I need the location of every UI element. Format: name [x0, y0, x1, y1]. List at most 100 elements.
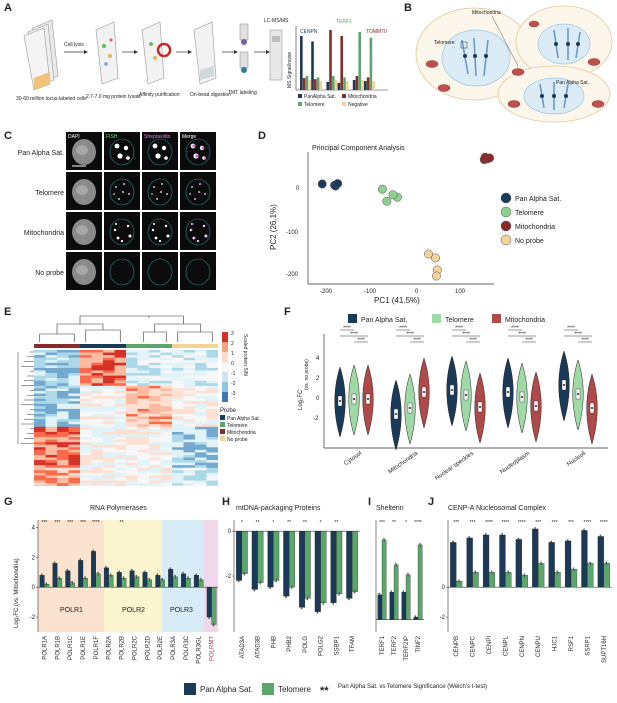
h-bar	[273, 531, 280, 581]
probe-group-bar	[126, 344, 172, 348]
g-category-label: POLR2B	[120, 636, 126, 660]
probe-legend-pan: Pan Alpha Sat.	[227, 416, 260, 422]
ms-bar	[364, 81, 367, 90]
panel-h-letter: H	[222, 496, 230, 508]
f-legend-telo: Telomere	[445, 317, 474, 324]
micro-cell	[142, 132, 178, 170]
panel-h-bar-chart: mtDNA-packaging Proteins 0-2*ATAD3A**ATA…	[226, 505, 360, 658]
h-bar	[288, 531, 295, 588]
bottom-legend: Pan Alpha Sat. Telomere ** Pan Alpha Sat…	[184, 683, 487, 697]
j-bar	[450, 542, 457, 588]
probe-legend-mito: Mitochondria	[227, 430, 256, 436]
scale-tick-0: 3	[231, 331, 234, 337]
panel-i-bar-chart: Shelterin *** TERF1 ** TERF2 * TERF2IP **** TIN…	[375, 505, 424, 661]
ms-bar	[343, 77, 346, 90]
f-sig: ****	[574, 332, 582, 338]
ms-bar	[329, 30, 332, 90]
ms-instrument-icon	[269, 29, 283, 81]
f-ylabel-sub: (vs. no probe)	[304, 359, 310, 390]
f-category-label: Cytosol	[343, 451, 363, 467]
g-bar	[142, 572, 148, 588]
cells-flask-icon	[23, 19, 59, 91]
h-bar	[241, 531, 248, 574]
j-sig: ****	[584, 520, 592, 526]
j-bar	[597, 536, 604, 588]
probe-group-bar	[34, 344, 80, 348]
j-bar	[499, 534, 506, 588]
g-group-polr3: POLR3	[170, 607, 193, 614]
j-bar	[570, 569, 578, 588]
pca-point	[317, 179, 327, 189]
g-group-polr2: POLR2	[122, 607, 145, 614]
f-sig: ****	[350, 332, 358, 338]
ms-ylabel: MS Signal/noise	[287, 52, 293, 88]
i-sig: ****	[414, 520, 422, 526]
j-category-label: CENPL	[503, 635, 509, 656]
ms-bar	[305, 76, 309, 90]
pca-xtick-0: -200	[320, 289, 333, 295]
probe-legend-noprobe: No probe	[227, 437, 248, 443]
f-legend-pan: Pan Alpha Sat.	[361, 317, 407, 324]
i-sig: ***	[379, 520, 385, 526]
c-row-noprobe: No probe	[35, 270, 64, 277]
tmt-tubes-icon	[239, 23, 249, 73]
i-title: Shelterin	[376, 505, 404, 512]
row-dendrogram	[17, 351, 34, 444]
step-affinity: Affinity purification	[139, 92, 180, 98]
g-sig: **	[120, 520, 124, 526]
g-sig: ****	[92, 520, 100, 526]
h-bar	[299, 531, 306, 608]
ms-bar	[369, 37, 373, 90]
b-label-pan: Pan Alpha Sat.	[556, 80, 589, 86]
f-ytick-3: -2	[313, 416, 319, 422]
pca-point	[431, 271, 441, 281]
i-sig: **	[392, 520, 396, 526]
legend-a-pan: PanAlpha Sat.	[304, 94, 336, 100]
g-ytick: 4	[32, 525, 36, 531]
j-ytick: -2	[440, 615, 446, 621]
f-category-label: Nucleoli	[566, 451, 587, 468]
g-bar	[95, 573, 101, 588]
j-category-label: CENPC	[471, 635, 477, 657]
pca-legend-noprobe: No probe	[515, 238, 544, 245]
f-legend: Pan Alpha Sat. Telomere Mitochondria	[348, 314, 545, 324]
scale-tick-3: 0	[231, 361, 234, 367]
g-sig: ***	[42, 520, 48, 526]
label-terf1: TERF1	[336, 19, 352, 25]
f-sig: ****	[462, 332, 470, 338]
panel-g-letter: G	[4, 496, 13, 508]
step-digestion: On-bead digestion	[190, 92, 231, 98]
i-category-label: TINF2	[416, 635, 422, 652]
g-bar	[116, 572, 122, 588]
micro-cell	[142, 172, 178, 210]
f-sig: ****	[413, 338, 421, 344]
g-category-label: POLRMT	[210, 636, 216, 661]
label-tomm70: TOMM70	[366, 29, 387, 35]
i-category-label: TERF2IP	[404, 636, 410, 661]
legend-a-telo: Telomere	[304, 102, 325, 108]
f-sig: ****	[525, 338, 533, 344]
c-row-telo: Telomere	[35, 190, 64, 197]
h-category-label: PHB2	[287, 635, 293, 651]
step-tmt: TMT labeling	[228, 90, 257, 96]
micro-cell	[180, 252, 216, 290]
panel-a-letter: A	[4, 2, 12, 14]
i-bar	[393, 564, 399, 620]
g-category-label: POLR2E	[158, 636, 164, 660]
g-category-label: POLR2D	[145, 635, 151, 660]
i-bar	[389, 592, 395, 620]
column-dendrogram	[39, 315, 213, 342]
b-label-mito: Mitochondria	[472, 10, 501, 16]
g-category-label: POLR2A	[107, 636, 113, 660]
ms-bar	[326, 82, 329, 90]
j-sig: ***	[535, 520, 541, 526]
g-bar	[181, 573, 187, 588]
h-category-label: SSBP1	[334, 635, 340, 655]
c-row-mito: Mitochondria	[23, 230, 64, 237]
j-bar	[515, 539, 522, 588]
affinity-flask-icon	[141, 21, 172, 85]
j-category-label: CENPI	[487, 636, 493, 655]
g-ytick: 0	[32, 585, 36, 591]
g-category-label: POLR1A	[42, 636, 48, 660]
pca-ylabel: PC2 (26.1%)	[269, 204, 278, 250]
